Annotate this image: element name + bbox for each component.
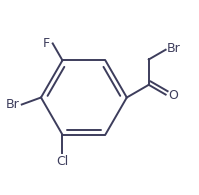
Text: F: F [43,37,50,50]
Text: Br: Br [167,42,181,55]
Text: Cl: Cl [56,155,69,168]
Text: O: O [169,89,179,102]
Text: Br: Br [6,98,20,111]
